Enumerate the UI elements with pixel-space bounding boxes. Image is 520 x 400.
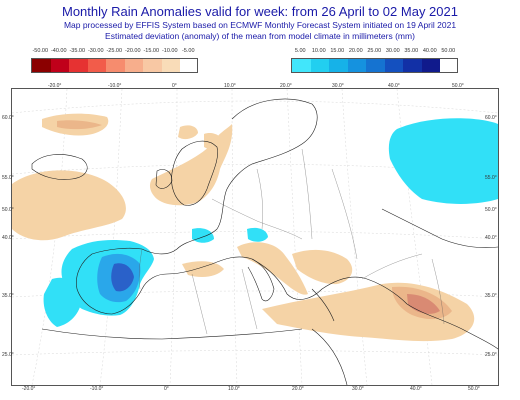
coastlines	[31, 98, 499, 386]
wet-legend-label: 50.00	[441, 48, 456, 54]
right-lat-label: 40.0°	[485, 235, 497, 241]
dry-legend-label: -25.00	[106, 48, 123, 54]
wet-legend-swatch	[384, 59, 403, 72]
dry-legend-label: -5.00	[181, 48, 195, 54]
dry-tunisia	[182, 261, 224, 277]
wet-legend-label: 40.00	[422, 48, 437, 54]
bottom-lon-label: 30.0°	[352, 386, 364, 392]
dry-legend-label: -35.00	[69, 48, 86, 54]
right-lat-label: 35.0°	[485, 293, 497, 299]
wet-russia	[388, 118, 498, 204]
dry-legend-swatch	[143, 59, 162, 72]
left-lat-label: 55.0°	[2, 175, 14, 181]
dry-legend-label: -10.00	[161, 48, 178, 54]
wet-morocco	[43, 277, 82, 327]
right-lat-label: 55.0°	[485, 175, 497, 181]
wet-legend-swatch	[421, 59, 440, 72]
dry-legend-swatch	[87, 59, 106, 72]
wet-legend-label: 25.00	[367, 48, 382, 54]
map-subtitle-units: Estimated deviation (anomaly) of the mea…	[105, 31, 415, 41]
left-lat-label: 60.0°	[2, 115, 14, 121]
dry-legend-swatch	[32, 59, 51, 72]
wet-legend-swatch	[292, 59, 311, 72]
right-lat-label: 60.0°	[485, 115, 497, 121]
country-borders	[139, 148, 445, 335]
dry-legend-label: -15.00	[143, 48, 160, 54]
wet-legend-label: 5.00	[294, 48, 306, 54]
wet-iberia-core	[111, 263, 134, 292]
dry-legend-swatch	[69, 59, 88, 72]
legend-dry: -50.00 -40.00 -35.00 -30.00 -25.00 -20.00 -15.…	[31, 48, 198, 78]
bottom-lon-label: 10.0°	[228, 386, 240, 392]
wet-legend-label: 20.00	[348, 48, 363, 54]
wet-legend-swatch	[403, 59, 422, 72]
wet-legend-swatch	[347, 59, 366, 72]
right-lat-label: 50.0°	[485, 207, 497, 213]
dry-legend-label: -40.00	[50, 48, 67, 54]
dry-legend-label: -20.00	[124, 48, 141, 54]
wet-legend-label: 30.00	[385, 48, 400, 54]
dry-legend-label: -50.00	[32, 48, 49, 54]
top-lon-label: 50.0°	[452, 83, 464, 89]
top-lon-label: 20.0°	[280, 83, 292, 89]
dry-north-sea	[204, 133, 224, 150]
dry-atlantic	[12, 170, 126, 241]
top-lon-label: 0°	[172, 83, 177, 89]
top-lon-label: -20.0°	[48, 83, 62, 89]
right-lat-label: 25.0°	[485, 352, 497, 358]
dry-shetland	[178, 125, 198, 140]
bottom-lon-label: 40.0°	[410, 386, 422, 392]
dry-iceland-core	[57, 120, 102, 130]
dry-anomaly-areas	[12, 113, 475, 342]
dry-legend-swatch	[50, 59, 69, 72]
dry-legend-swatch	[161, 59, 180, 72]
forecast-map: -20.0° -10.0° 0° 10.0° 20.0° 30.0° 40.0°…	[2, 83, 499, 392]
top-lon-label: 30.0°	[332, 83, 344, 89]
dry-legend-label: -30.00	[87, 48, 104, 54]
left-lat-label: 50.0°	[2, 207, 14, 213]
wet-legend-swatch	[329, 59, 348, 72]
left-lat-label: 35.0°	[2, 293, 14, 299]
wet-france	[192, 228, 214, 243]
wet-legend-swatch	[366, 59, 385, 72]
bottom-lon-label: 20.0°	[292, 386, 304, 392]
dry-legend-swatch	[106, 59, 125, 72]
wet-anomaly-areas	[43, 118, 498, 327]
wet-legend-swatch	[310, 59, 329, 72]
map-svg	[11, 88, 499, 386]
map-title: Monthly Rain Anomalies valid for week: f…	[62, 4, 458, 19]
dry-balkans	[292, 249, 353, 285]
left-lat-label: 25.0°	[2, 352, 14, 358]
left-lat-label: 40.0°	[2, 235, 14, 241]
bottom-lon-label: -10.0°	[90, 386, 104, 392]
bottom-lon-label: -20.0°	[22, 386, 36, 392]
map-subtitle-processing: Map processed by EFFIS System based on E…	[63, 20, 457, 30]
top-lon-label: 10.0°	[224, 83, 236, 89]
wet-legend-label: 35.00	[404, 48, 419, 54]
wet-legend-label: 15.00	[330, 48, 345, 54]
dry-legend-swatch	[124, 59, 143, 72]
top-lon-label: 40.0°	[388, 83, 400, 89]
top-lon-label: -10.0°	[108, 83, 122, 89]
bottom-lon-label: 0°	[164, 386, 169, 392]
dry-italy-adriatic	[237, 242, 308, 295]
wet-legend-label: 10.00	[311, 48, 326, 54]
wet-alps	[247, 227, 268, 242]
legend-wet: 5.00 10.00 15.00 20.00 25.00 30.00 35.00 40.00 5…	[291, 48, 458, 78]
bottom-lon-label: 50.0°	[468, 386, 480, 392]
